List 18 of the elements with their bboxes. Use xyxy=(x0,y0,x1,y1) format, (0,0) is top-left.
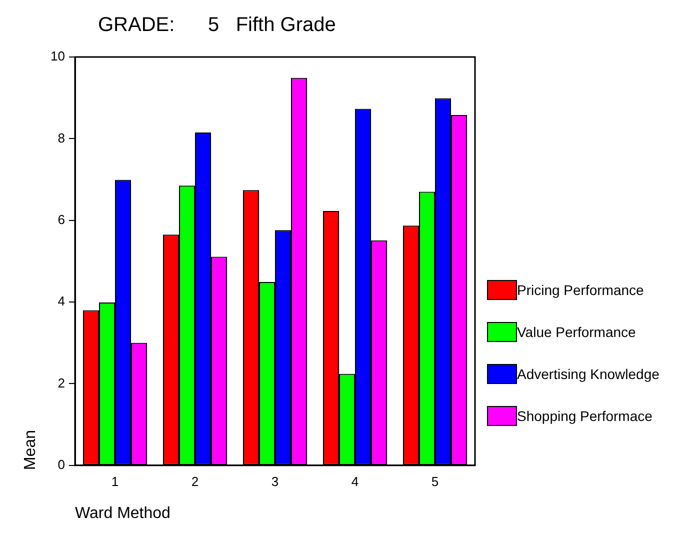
y-tick-label: 4 xyxy=(58,294,65,309)
x-tick-label: 5 xyxy=(431,474,439,489)
x-tick-label: 3 xyxy=(271,474,279,489)
y-tick-label: 8 xyxy=(58,130,65,146)
legend-label: Shopping Performace xyxy=(517,407,654,426)
y-tick-label: 6 xyxy=(58,212,65,227)
x-tick-label: 4 xyxy=(351,474,359,489)
x-tick-label: 1 xyxy=(111,474,119,489)
y-axis-title: Mean xyxy=(22,430,40,470)
legend-label: Pricing Performance xyxy=(517,281,645,300)
chart-title: GRADE: 5 Fifth Grade xyxy=(98,14,336,37)
x-tick-label: 2 xyxy=(191,474,199,489)
y-tick-label: 2 xyxy=(58,375,65,390)
legend-label: Value Performance xyxy=(517,323,637,342)
y-tick-label: 0 xyxy=(58,456,65,472)
x-axis-title: Ward Method xyxy=(75,505,170,523)
y-tick-label: 10 xyxy=(50,48,65,64)
legend-label: Advertising Knowledge xyxy=(517,365,660,384)
